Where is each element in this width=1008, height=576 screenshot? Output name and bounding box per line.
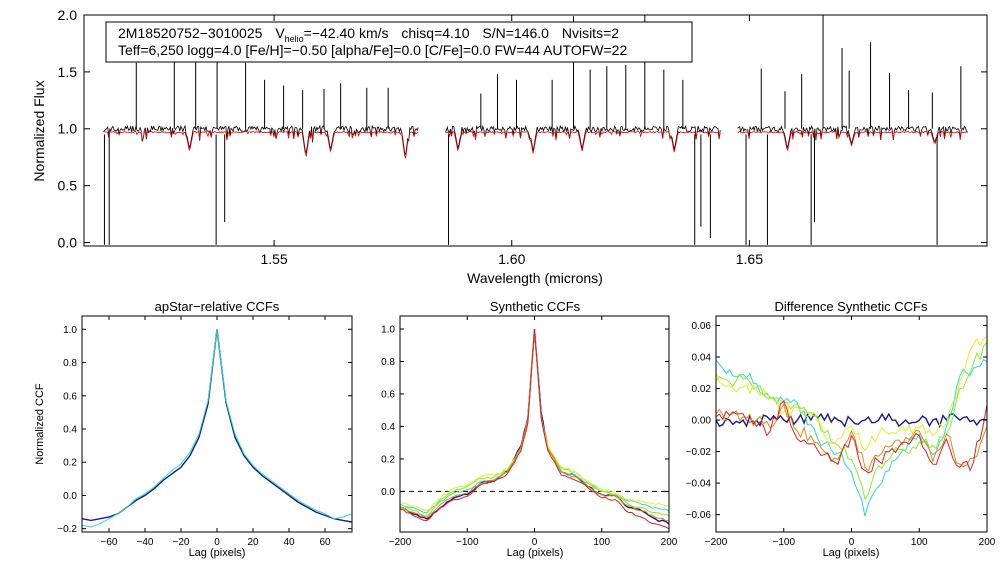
x-tick-label: 0 [214,537,220,548]
apstar-ccf-panel: apStar−relative CCFs −60 −40 −20 0 20 40 60 −0.… [34,299,353,559]
synthetic-ccf-lines [399,328,670,530]
ccf-series-orange [715,403,988,472]
info-star-id: 2M18520752−3010025 [118,25,263,41]
ccf-series-yellow [715,336,988,451]
info-chisq: chisq=4.10 [401,25,469,41]
difference-ccf-panel: Difference Synthetic CCFs −200 −100 0 100 20… [686,299,996,559]
apstar-ccf-xlabel: Lag (pixels) [189,547,246,559]
synthetic-ccf-axes: −200 −100 0 100 200 0.0 0.2 0.4 0.6 0.8 1.0 [381,316,678,548]
y-tick-label: −0.2 [57,524,77,535]
x-tick-label: 200 [661,537,678,548]
apstar-ccf-lines [81,329,353,528]
ccf-series-visit-2 [81,329,353,528]
y-tick-label: 2.0 [58,7,78,23]
y-tick-label: 0.6 [63,391,77,402]
difference-ccf-title: Difference Synthetic CCFs [775,299,928,314]
spectrum-ylabel: Normalized Flux [31,80,47,181]
x-tick-label: 60 [319,537,331,548]
x-tick-label: −20 [173,537,190,548]
spectrum-axes: 1.55 1.60 1.65 0.0 0.5 1.0 1.5 2.0 [58,7,987,267]
apstar-ccf-axes: −60 −40 −20 0 20 40 60 −0.2 0.0 0.2 0.4 0.6 0.8 1.0 [57,316,352,548]
y-tick-label: 1.0 [58,121,78,137]
synthetic-ccf-title: Synthetic CCFs [490,299,581,314]
y-tick-label: −0.06 [686,510,712,521]
x-tick-label: 20 [247,537,259,548]
apstar-ccf-title: apStar−relative CCFs [155,299,280,314]
info-box [105,21,693,63]
difference-ccf-xlabel: Lag (pixels) [823,547,880,559]
ccf-series-red [399,328,670,530]
y-tick-label: 1.0 [381,324,395,335]
x-tick-label: 200 [979,537,996,548]
y-tick-label: 1.5 [58,64,78,80]
ccf-series-template [399,328,670,525]
x-tick-label: 1.55 [260,251,287,267]
y-tick-label: 0.0 [381,487,395,498]
ccf-series-cyan [399,328,670,514]
ccf-series-red [715,400,988,474]
y-tick-label: 0.4 [381,422,395,433]
y-tick-label: −0.04 [686,479,712,490]
x-tick-label: 100 [911,537,928,548]
observed-spectrum-chip-2 [445,124,721,151]
y-tick-label: 0.02 [692,384,712,395]
ccf-series-yellow [399,328,670,512]
y-tick-label: 1.0 [63,325,77,336]
synthetic-ccf-panel: Synthetic CCFs −200 −100 0 100 200 0.0 0.2 0.4 0… [381,299,678,559]
x-tick-label: 100 [593,537,610,548]
info-sn: S/N=146.0 [482,25,549,41]
x-tick-label: 0 [532,537,538,548]
info-vhelio-prefix: V [275,25,285,41]
y-tick-label: 0.0 [58,234,78,250]
difference-ccf-lines [715,336,988,517]
model-spectrum-chip-2 [445,130,721,154]
x-tick-label: −60 [101,537,118,548]
info-line-1: 2M18520752−3010025 Vhelio=−42.40 km/s ch… [118,25,619,44]
x-tick-label: −100 [456,537,479,548]
y-tick-label: 0.8 [63,358,77,369]
difference-ccf-axes: −200 −100 0 100 200 −0.06 −0.04 −0.02 0.00 0.02 0.… [686,316,996,548]
spectrum-xlabel: Wavelength (microns) [467,270,603,286]
y-tick-label: 0.8 [381,357,395,368]
x-tick-label: 1.65 [736,251,763,267]
info-vhelio-value: =−42.40 km/s [304,25,389,41]
spectrum-frame [83,14,988,247]
y-tick-label: 0.04 [692,352,712,363]
observed-spectrum-chip-1 [103,124,419,156]
y-tick-label: 0.5 [58,178,78,194]
y-tick-label: 0.06 [692,321,712,332]
info-vhelio-sub: helio [285,34,304,44]
spectrum-panel: 1.55 1.60 1.65 0.0 0.5 1.0 1.5 2.0 Wavelength (… [31,7,988,286]
y-tick-label: −0.02 [686,447,712,458]
x-tick-label: −200 [705,537,728,548]
x-tick-label: 0 [849,537,855,548]
y-tick-label: 0.0 [63,491,77,502]
y-tick-label: 0.4 [63,424,77,435]
x-tick-label: −200 [389,537,412,548]
ccf-series-green [399,328,670,517]
info-line-2: Teff=6,250 logg=4.0 [Fe/H]=−0.50 [alpha/… [118,42,627,58]
apstar-ccf-frame [81,315,353,533]
x-tick-label: −40 [137,537,154,548]
x-tick-label: 40 [283,537,295,548]
info-nvisits: Nvisits=2 [562,25,619,41]
apstar-ccf-ylabel: Normalized CCF [34,383,46,465]
y-tick-label: 0.2 [63,458,77,469]
ccf-series-template [715,412,988,429]
observed-spectrum-chip-3 [737,124,968,150]
difference-ccf-frame [715,315,988,533]
y-tick-label: 0.2 [381,454,395,465]
y-tick-label: 0.6 [381,389,395,400]
x-tick-label: 1.60 [498,251,525,267]
synthetic-ccf-xlabel: Lag (pixels) [507,547,564,559]
model-spectrum-chip-1 [103,130,419,160]
ccf-series-visit-1 [81,329,353,523]
model-spectrum-chip-3 [737,130,968,152]
ccf-series-green [715,342,988,501]
y-tick-label: 0.00 [692,416,712,427]
x-tick-label: −100 [772,537,795,548]
